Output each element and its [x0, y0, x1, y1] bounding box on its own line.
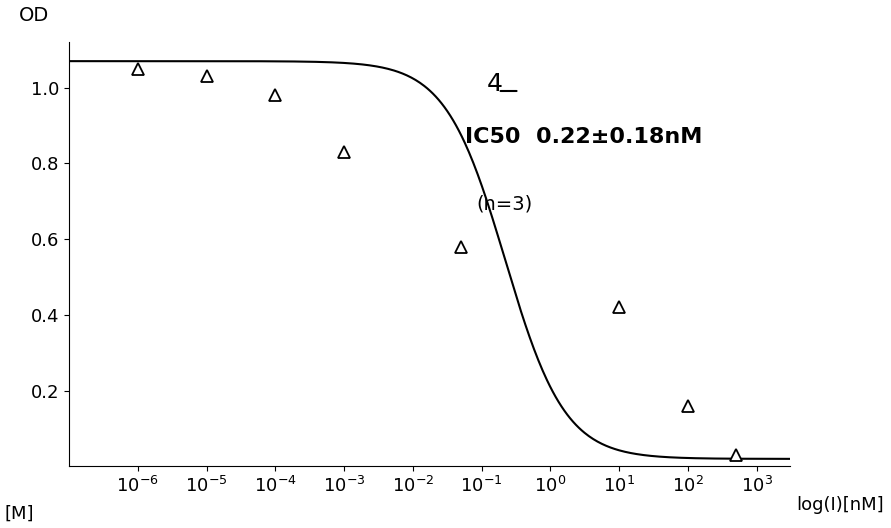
Text: IC50  0.22±0.18nM: IC50 0.22±0.18nM [465, 127, 703, 147]
Text: OD: OD [19, 6, 49, 25]
Text: [M]: [M] [4, 505, 34, 523]
Text: log(I)[nM]: log(I)[nM] [797, 496, 885, 514]
Text: 4: 4 [487, 72, 503, 96]
Text: (n=3): (n=3) [476, 195, 533, 214]
